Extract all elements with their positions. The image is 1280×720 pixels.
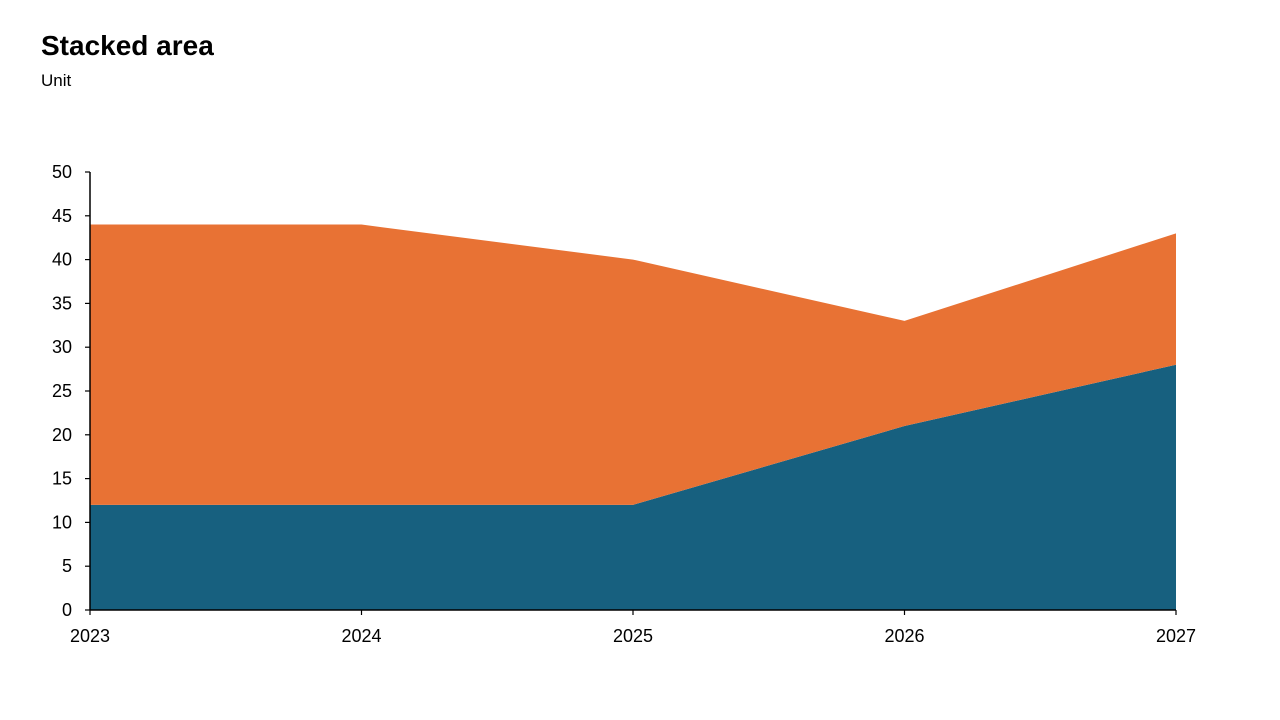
y-tick-label: 15 — [52, 469, 72, 489]
x-tick-label: 2025 — [613, 626, 653, 646]
y-tick-label: 20 — [52, 425, 72, 445]
y-tick-label: 5 — [62, 556, 72, 576]
x-tick-label: 2023 — [70, 626, 110, 646]
area-series-group — [90, 224, 1176, 610]
chart-subtitle: Unit — [41, 71, 72, 90]
area-series-2 — [90, 224, 1176, 505]
y-tick-label: 50 — [52, 162, 72, 182]
x-tick-label: 2026 — [884, 626, 924, 646]
y-tick-label: 40 — [52, 250, 72, 270]
y-tick-labels: 0 5 10 15 20 25 30 35 40 45 50 — [52, 162, 72, 620]
x-tick-labels: 2023 2024 2025 2026 2027 — [70, 626, 1196, 646]
y-tick-label: 45 — [52, 206, 72, 226]
chart-title: Stacked area — [41, 30, 214, 61]
x-tick-label: 2024 — [341, 626, 381, 646]
y-tick-label: 30 — [52, 337, 72, 357]
x-tick-label: 2027 — [1156, 626, 1196, 646]
y-tick-label: 35 — [52, 293, 72, 313]
axes-group — [85, 171, 1177, 615]
y-tick-label: 0 — [62, 600, 72, 620]
y-tick-label: 25 — [52, 381, 72, 401]
y-tick-label: 10 — [52, 512, 72, 532]
